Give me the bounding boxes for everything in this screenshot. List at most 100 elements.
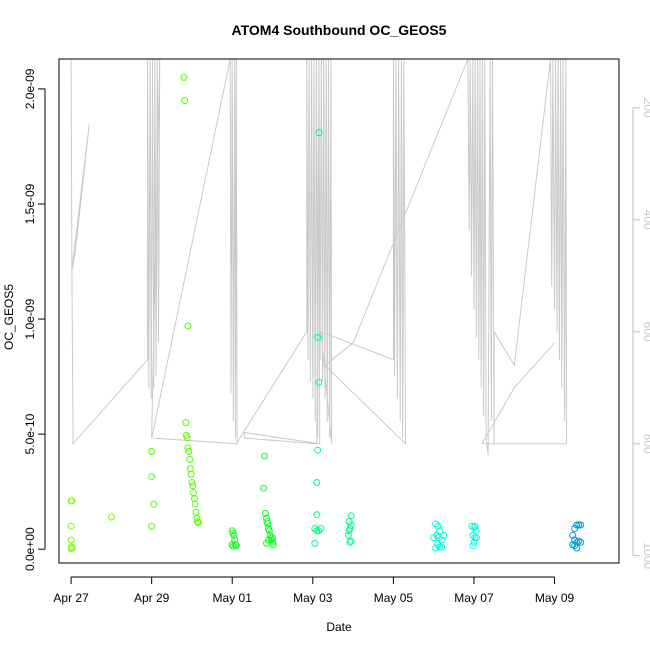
data-point [194, 518, 202, 526]
data-point [470, 523, 478, 531]
data-point [187, 470, 195, 478]
data-point [68, 544, 76, 552]
x-tick-label: May 03 [293, 591, 333, 605]
data-point [264, 520, 272, 528]
data-point [67, 545, 75, 553]
x-tick-label: Apr 27 [53, 591, 89, 605]
data-point [346, 538, 354, 546]
data-point [345, 527, 353, 535]
data-point [315, 527, 323, 535]
y-axis-label: OC_GEOS5 [2, 284, 16, 350]
x-tick-label: May 07 [454, 591, 494, 605]
data-point [438, 536, 446, 544]
right-tick-label: 600 [641, 322, 650, 342]
y-tick-label: 5.0e-10 [23, 413, 37, 454]
right-tick-label: 200 [641, 98, 650, 118]
data-point [107, 513, 115, 521]
data-point [263, 539, 270, 547]
data-point [261, 510, 269, 517]
data-point [314, 334, 322, 341]
x-axis: Apr 27 Apr 29 May 01 May 03 May 05 May 07 May … [53, 576, 575, 605]
data-point [347, 512, 355, 520]
data-point [269, 541, 277, 549]
x-tick-label: Apr 29 [134, 591, 170, 605]
data-point [438, 543, 446, 551]
data-point [575, 521, 583, 529]
data-point [150, 500, 158, 508]
data-points [67, 73, 585, 553]
data-point [269, 534, 276, 542]
data-point [313, 527, 321, 535]
data-point [194, 519, 202, 527]
data-point [229, 542, 237, 550]
data-point [148, 447, 156, 455]
data-point [265, 527, 273, 535]
data-point [188, 479, 196, 486]
data-point [67, 536, 75, 544]
right-tick-label: 800 [641, 434, 650, 454]
data-point [472, 534, 480, 542]
x-axis-label: Date [326, 620, 352, 634]
data-point [471, 522, 479, 530]
data-point [183, 434, 191, 442]
data-point [436, 543, 444, 551]
data-point [434, 522, 442, 530]
right-tick-label: 400 [641, 210, 650, 230]
data-point [192, 508, 200, 516]
y-axis-right: 200 400 600 800 1000 [632, 98, 650, 569]
data-point [315, 129, 323, 137]
data-point [232, 542, 240, 550]
x-tick-label: May 01 [213, 591, 253, 605]
data-point [180, 73, 188, 81]
y-tick-label: 1.5e-09 [23, 183, 37, 224]
data-point [67, 522, 75, 530]
data-point [347, 537, 355, 545]
data-point [344, 531, 352, 539]
data-point [313, 511, 321, 519]
data-point [186, 465, 194, 473]
data-point [260, 484, 268, 492]
data-point [432, 520, 440, 528]
data-point [230, 531, 238, 539]
data-point [569, 541, 577, 549]
y-tick-label: 0.0e+00 [23, 527, 37, 571]
data-point [469, 542, 477, 550]
chart-title: ATOM4 Southbound OC_GEOS5 [232, 22, 447, 38]
x-tick-label: May 05 [374, 591, 414, 605]
data-point [469, 531, 477, 539]
altitude-track-line [70, 58, 568, 455]
data-point [440, 531, 448, 539]
data-point [184, 444, 192, 452]
data-point [190, 489, 198, 497]
data-point [232, 541, 239, 549]
data-point [577, 521, 585, 529]
data-point [577, 538, 585, 546]
data-point [148, 473, 156, 481]
data-point [185, 447, 193, 455]
data-point [186, 455, 194, 463]
data-point [317, 525, 325, 532]
data-point [261, 452, 268, 460]
plot-area [58, 58, 620, 564]
data-point [571, 525, 579, 532]
data-point [265, 536, 272, 544]
data-point [193, 514, 201, 522]
data-point [569, 531, 577, 539]
data-point [190, 495, 198, 503]
x-tick-label: May 09 [535, 591, 575, 605]
data-point [148, 522, 156, 530]
data-point [191, 500, 199, 508]
data-point [314, 446, 322, 454]
data-point [228, 541, 236, 549]
data-point [573, 521, 581, 529]
data-point [345, 518, 353, 526]
data-point [181, 96, 189, 104]
data-point [472, 527, 480, 535]
data-point [189, 482, 197, 490]
data-point [573, 544, 581, 552]
data-point [182, 419, 190, 427]
data-point [313, 479, 321, 486]
data-point [311, 539, 319, 547]
right-tick-label: 1000 [641, 542, 650, 569]
y-axis: 0.0e+00 5.0e-10 1.0e-09 1.5e-09 2.0e-09 [23, 68, 46, 571]
